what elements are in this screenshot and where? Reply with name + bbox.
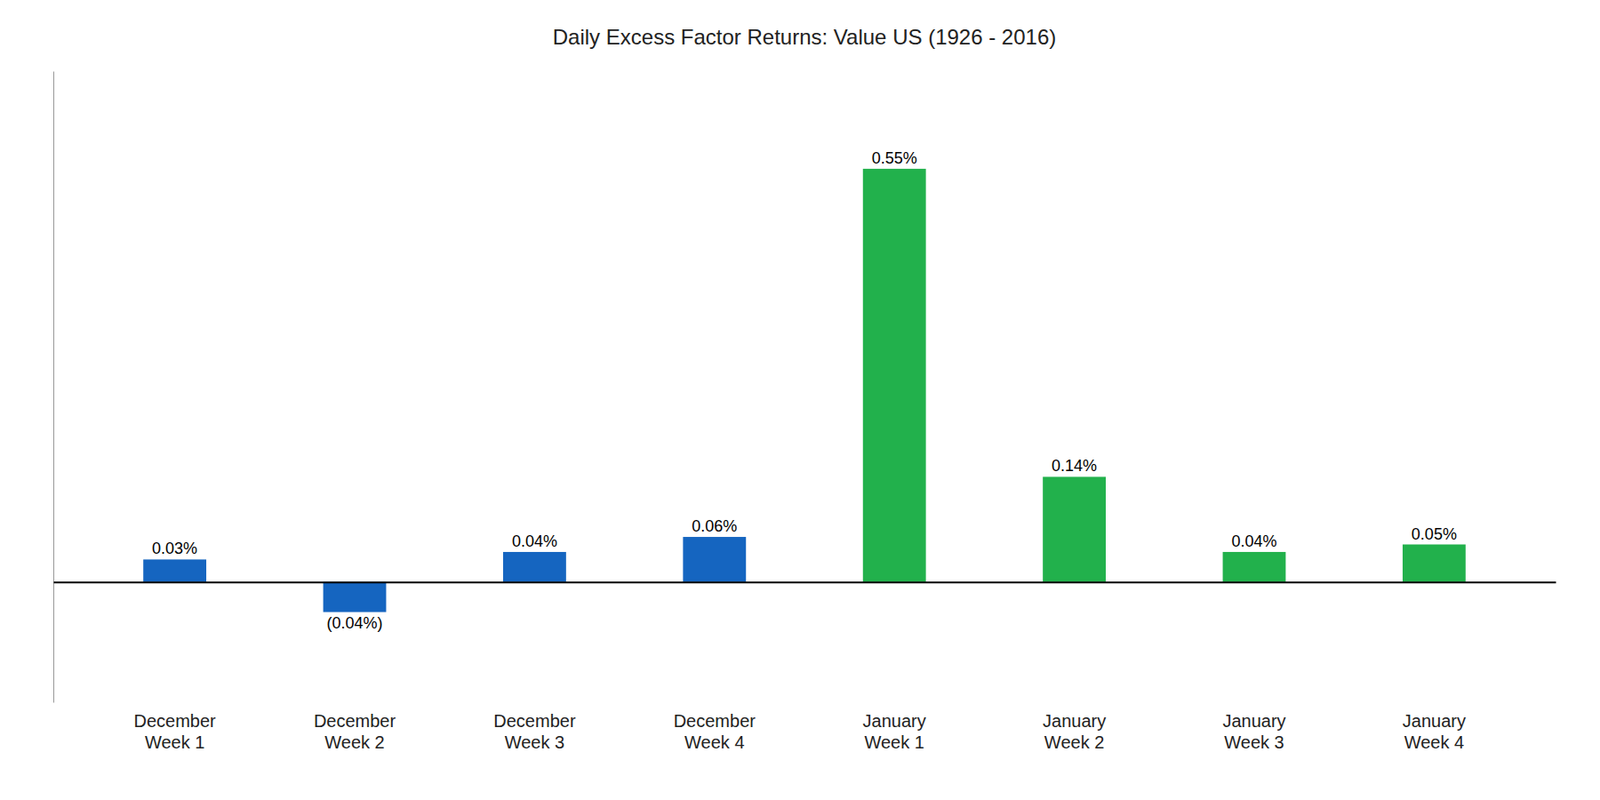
x-tick-label-line: Week 4 xyxy=(684,732,744,752)
x-tick-label-line: Week 3 xyxy=(1224,732,1284,752)
x-tick: DecemberWeek 1 xyxy=(133,711,216,752)
x-tick: JanuaryWeek 3 xyxy=(1222,711,1286,752)
x-tick-label-line: Week 1 xyxy=(144,732,205,752)
x-tick-label-line: January xyxy=(863,711,927,731)
data-labels: 0.03% (0.04%) 0.04% 0.06% 0.55% 0.14% 0.04% 0.0… xyxy=(152,149,1457,632)
x-tick: JanuaryWeek 4 xyxy=(1402,711,1466,752)
plot: DecemberWeek 1DecemberWeek 2DecemberWeek… xyxy=(54,72,1557,753)
chart: DecemberWeek 1DecemberWeek 2DecemberWeek… xyxy=(0,0,1600,800)
x-tick-label: DecemberWeek 3 xyxy=(493,711,576,752)
x-tick: DecemberWeek 4 xyxy=(673,711,757,752)
x-tick-label-line: January xyxy=(1222,711,1286,731)
x-tick-label: DecemberWeek 4 xyxy=(673,711,757,752)
data-label: 0.03% xyxy=(152,539,198,558)
x-tick-label: JanuaryWeek 1 xyxy=(863,711,927,752)
data-label: 0.04% xyxy=(512,532,558,551)
bar xyxy=(1042,476,1106,582)
bar xyxy=(1223,552,1287,583)
data-label: 0.04% xyxy=(1231,532,1277,551)
y-axis-line xyxy=(53,72,55,704)
bar xyxy=(1402,544,1466,583)
x-tick-label-line: Week 4 xyxy=(1404,732,1464,752)
x-tick-label: JanuaryWeek 4 xyxy=(1402,711,1466,752)
bar xyxy=(143,559,207,582)
x-tick-label: DecemberWeek 1 xyxy=(133,711,216,752)
x-tick-label-line: December xyxy=(313,711,397,731)
x-tick-label-line: Week 2 xyxy=(324,732,384,752)
x-tick-label-line: Week 2 xyxy=(1044,732,1104,752)
x-tick-label-line: Week 1 xyxy=(864,732,924,752)
data-label: 0.55% xyxy=(872,149,918,168)
y-axis xyxy=(53,72,55,704)
x-axis-line xyxy=(54,581,1557,584)
bars xyxy=(143,168,1466,613)
x-tick: JanuaryWeek 1 xyxy=(863,711,927,752)
x-tick-label: JanuaryWeek 3 xyxy=(1222,711,1286,752)
data-label: 0.14% xyxy=(1051,456,1097,475)
x-tick-label-line: January xyxy=(1402,711,1466,731)
x-tick: DecemberWeek 3 xyxy=(493,711,576,752)
x-tick-label-line: December xyxy=(493,711,576,731)
x-tick-label: DecemberWeek 2 xyxy=(313,711,397,752)
bar xyxy=(863,168,927,583)
data-label: 0.05% xyxy=(1411,525,1457,544)
bar xyxy=(503,552,567,583)
x-tick-label-line: January xyxy=(1042,711,1106,731)
x-tick-label-line: Week 3 xyxy=(504,732,565,752)
bar xyxy=(323,582,387,613)
bar xyxy=(682,536,746,583)
data-label: (0.04%) xyxy=(326,614,383,632)
x-axis: DecemberWeek 1DecemberWeek 2DecemberWeek… xyxy=(54,582,1557,752)
data-label: 0.06% xyxy=(691,517,737,536)
x-tick: DecemberWeek 2 xyxy=(313,711,397,752)
x-tick-label: JanuaryWeek 2 xyxy=(1042,711,1106,752)
x-tick-label-line: December xyxy=(133,711,216,731)
x-tick-label-line: December xyxy=(673,711,757,731)
x-tick: JanuaryWeek 2 xyxy=(1042,711,1106,752)
title: Daily Excess Factor Returns: Value US (1… xyxy=(552,24,1056,49)
